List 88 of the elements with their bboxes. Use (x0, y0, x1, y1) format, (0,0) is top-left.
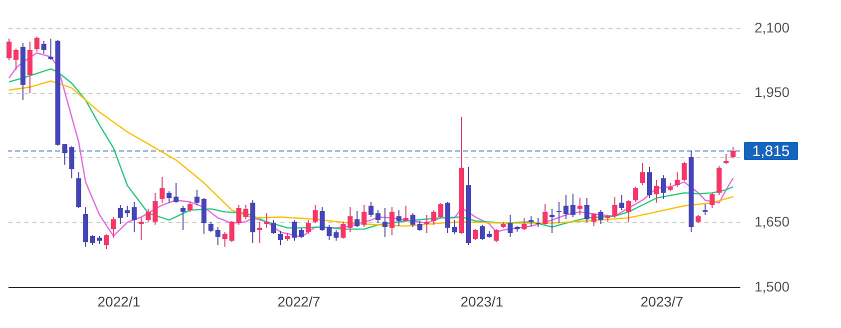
candlestick (472, 228, 478, 240)
y-tick-label: 1,650 (754, 214, 790, 230)
candlestick (654, 179, 659, 204)
candlestick (62, 144, 68, 166)
candlestick (591, 212, 596, 227)
candlestick (13, 48, 18, 70)
candlestick (522, 217, 527, 230)
x-tick-label: 2022/1 (97, 294, 141, 310)
candlestick (598, 210, 604, 224)
candlestick (152, 192, 158, 226)
candlestick (146, 208, 151, 222)
y-tick-label: 1,500 (754, 278, 790, 294)
candlestick (619, 194, 624, 211)
candlestick (452, 220, 458, 234)
candlestick (222, 232, 228, 248)
candlestick (674, 172, 680, 188)
candlestick (431, 210, 436, 226)
y-tick-label: 2,100 (754, 19, 790, 36)
candlestick (160, 176, 165, 204)
candlestick (257, 221, 262, 244)
candlestick (612, 196, 618, 218)
candlestick (69, 146, 74, 179)
candlestick (188, 201, 193, 212)
candlestick (424, 214, 430, 234)
candlestick (702, 204, 708, 216)
candlestick (166, 190, 172, 204)
candlestick (243, 204, 248, 220)
candlestick (710, 192, 715, 208)
candlestick (375, 210, 380, 224)
candlestick (584, 198, 590, 223)
candlestick (646, 166, 652, 199)
candlestick (626, 200, 632, 222)
candlestick (550, 208, 555, 234)
candlestick (389, 206, 394, 236)
candlestick (682, 161, 687, 182)
candlestick (410, 212, 416, 228)
candlestick (570, 193, 576, 218)
candlestick (480, 224, 485, 240)
candlestick (354, 210, 360, 228)
candlestick (271, 220, 276, 234)
candlestick (494, 228, 499, 243)
candlestick (278, 230, 284, 246)
candlestick (556, 201, 562, 224)
y-tick-label: 1,950 (754, 84, 790, 100)
candlestick (542, 204, 548, 226)
ref-line-label: 1,815 (752, 142, 790, 160)
candlestick (438, 202, 444, 218)
candlestick (194, 189, 200, 206)
candlestick (334, 230, 339, 242)
candlestick (724, 154, 729, 164)
x-tick-label: 2023/1 (460, 294, 504, 310)
candlestick (6, 38, 12, 61)
candlestick (382, 207, 388, 238)
candlestick (362, 204, 367, 228)
candlestick (174, 182, 179, 204)
candlestick (368, 201, 374, 218)
candlestick (118, 204, 123, 224)
candlestick (312, 204, 318, 224)
candlestick (730, 146, 736, 159)
candlestick (340, 221, 346, 240)
candlestick (563, 194, 568, 220)
candlestick (660, 174, 666, 200)
candlestick (417, 220, 422, 232)
candlestick (41, 40, 46, 54)
candlestick (577, 198, 582, 216)
candlestick (396, 210, 402, 227)
candlestick (298, 227, 304, 238)
candlestick (90, 234, 96, 246)
candlestick (138, 216, 144, 240)
candlestick (528, 216, 534, 227)
candlestick (640, 162, 646, 186)
candlestick (348, 206, 353, 233)
candlestick (104, 234, 109, 250)
candlestick (208, 221, 214, 233)
candlestick (132, 201, 137, 233)
candlestick (264, 212, 270, 228)
candlestick (110, 216, 116, 238)
candlestick (306, 220, 311, 234)
candlestick (292, 220, 297, 242)
candlestick (34, 36, 40, 52)
x-tick-label: 2023/7 (640, 294, 684, 310)
candlestick (633, 186, 638, 202)
candlestick (124, 205, 130, 218)
candlestick (215, 226, 220, 246)
candlestick (180, 205, 186, 230)
candlestick (536, 217, 541, 228)
x-tick-label: 2022/7 (278, 294, 321, 310)
candlestick (403, 205, 408, 222)
